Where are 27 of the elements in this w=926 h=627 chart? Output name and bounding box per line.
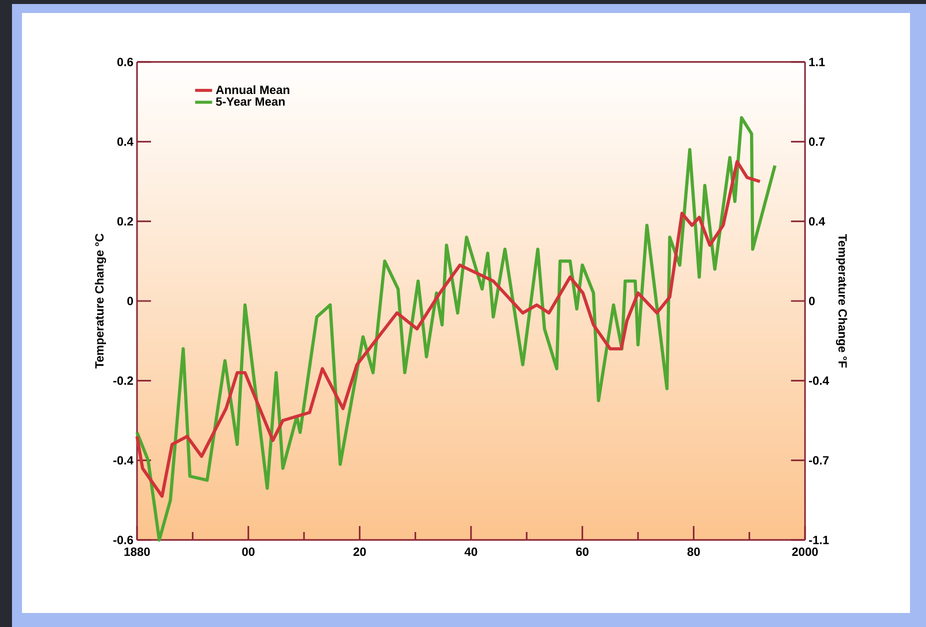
legend-label: Annual Mean [216, 85, 290, 94]
y2-tick-label: 0 [809, 296, 815, 306]
y2-tick-label: 0.4 [809, 217, 826, 226]
y-tick-label: 0 [127, 296, 133, 306]
y-tick-label: 0.6 [117, 58, 134, 66]
y2-tick-label: 1.1 [809, 58, 825, 66]
x-tick-label: 80 [687, 548, 700, 556]
y-tick-label: 0.2 [117, 217, 134, 226]
y-tick-label: 0.4 [117, 137, 134, 146]
y-tick-label: -0.4 [113, 456, 134, 465]
y2-tick-label: -0.4 [809, 376, 830, 385]
x-tick-label: 2000 [792, 548, 818, 556]
line-series [135, 160, 762, 498]
line-series [135, 116, 777, 542]
x-tick-label: 00 [242, 548, 254, 556]
x-tick-label: 40 [464, 548, 478, 556]
y2-tick-label: 0.7 [809, 137, 825, 146]
y-axis-title: Temperature Change °C [94, 234, 106, 369]
y2-tick-label: -1.1 [809, 536, 829, 544]
x-tick-label: 1880 [124, 548, 150, 556]
legend-label: 5-Year Mean [216, 97, 285, 106]
y2-tick-label: -0.7 [809, 456, 829, 465]
y-tick-label: -0.2 [113, 376, 134, 385]
y-tick-label: -0.6 [113, 536, 134, 544]
y2-axis-title: Temperature Change °F [836, 234, 848, 368]
x-tick-label: 60 [576, 548, 588, 556]
x-tick-label: 20 [353, 548, 366, 556]
